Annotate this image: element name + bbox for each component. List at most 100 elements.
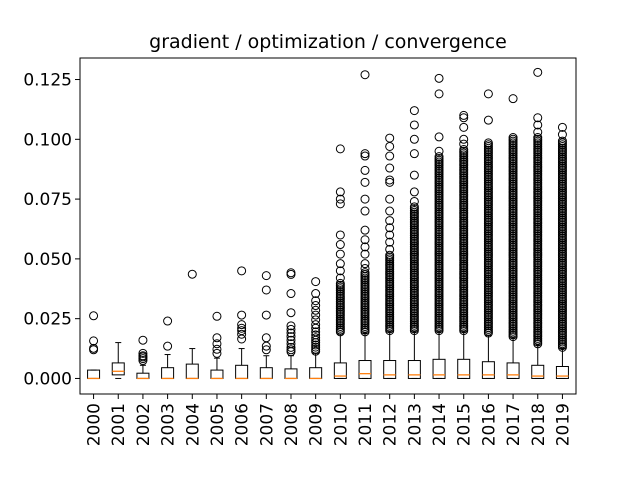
box-group [284,268,298,380]
x-tick-label: 2014 [430,403,450,446]
flier-point [286,289,296,299]
flier-point [385,206,395,216]
flier-point [360,149,370,159]
flier-point [409,106,419,116]
x-tick-label: 2008 [282,403,302,446]
flier-point [508,94,518,104]
box-group [555,122,569,379]
flier-point [286,328,296,338]
flier-point [286,335,296,345]
box-iqr [333,362,347,379]
plot-frame [79,57,577,395]
flier-point [483,89,493,99]
flier-point [335,278,345,288]
x-tick-label: 2012 [381,403,401,446]
flier-point [311,338,321,348]
flier-point [212,333,222,343]
flier-point [311,277,321,287]
x-tick-label: 2018 [529,403,549,446]
box-iqr [235,364,249,379]
flier-point [237,329,247,339]
box-iqr [358,360,372,379]
box-group [259,271,273,380]
x-tick-label: 2015 [455,403,475,446]
x-tick-label: 2003 [159,403,179,446]
box-iqr [407,360,421,379]
x-tick-label: 2009 [307,403,327,446]
flier-point [360,235,370,245]
flier-point [311,333,321,343]
flier-point [434,73,444,83]
box-group [309,277,323,380]
y-tick-label: 0.000 [23,369,72,389]
flier-point [360,242,370,252]
box-iqr [555,365,569,379]
flier-point [237,320,247,330]
flier-point [261,310,271,320]
flier-point [385,194,395,204]
flier-point [385,223,395,233]
flier-point [163,341,173,351]
flier-point [409,187,419,197]
flier-point [311,335,321,345]
flier-point [360,263,370,273]
flier-point [385,175,395,185]
flier-point [335,259,345,269]
flier-point [459,144,469,154]
flier-point [212,344,222,354]
box-iqr [531,364,545,379]
x-tick-label: 2010 [331,403,351,446]
box-group [185,269,199,380]
flier-point [311,320,321,330]
plot-area [87,67,569,380]
flier-point [385,216,395,226]
box-iqr [506,362,520,379]
flier-point [360,259,370,269]
box-group [136,335,150,380]
flier-point [138,356,148,366]
x-axis: 2000 2001 2002 2003 2004 2005 2006 2007 2008 2009… [85,394,573,446]
box-iqr [481,361,495,379]
flier-point [533,127,543,137]
x-tick-label: 2016 [479,403,499,446]
flier-point [335,194,345,204]
chart-title: gradient / optimization / convergence [149,31,507,53]
y-tick-label: 0.050 [23,250,72,270]
flier-point [483,138,493,148]
flier-point [261,271,271,281]
flier-point [335,144,345,154]
box-group [111,342,125,379]
x-tick-label: 2002 [134,403,154,446]
box-iqr [111,362,125,376]
flier-point [409,170,419,180]
x-tick-label: 2006 [233,403,253,446]
flier-point [434,146,444,156]
box-group [87,311,101,380]
flier-point [533,120,543,130]
flier-point [261,345,271,355]
y-tick-label: 0.025 [23,310,72,330]
flier-point [409,134,419,144]
flier-point [163,316,173,326]
flier-point [557,136,567,146]
box-iqr [309,367,323,379]
flier-point [335,249,345,259]
flier-point [360,194,370,204]
box-group [407,106,421,379]
x-tick-label: 2007 [257,403,277,446]
flier-point [237,334,247,344]
flier-point [335,273,345,283]
box-iqr [136,372,150,379]
flier-point [286,269,296,279]
box-iqr [259,367,273,379]
flier-point [385,177,395,187]
flier-point [335,230,345,240]
box-group [210,311,224,380]
flier-point [286,324,296,334]
box-iqr [87,369,101,379]
flier-point [335,266,345,276]
y-axis: 0.000 0.025 0.050 0.075 0.100 0.125 [23,71,80,389]
flier-point [360,268,370,278]
flier-point [434,89,444,99]
flier-point [237,266,247,276]
